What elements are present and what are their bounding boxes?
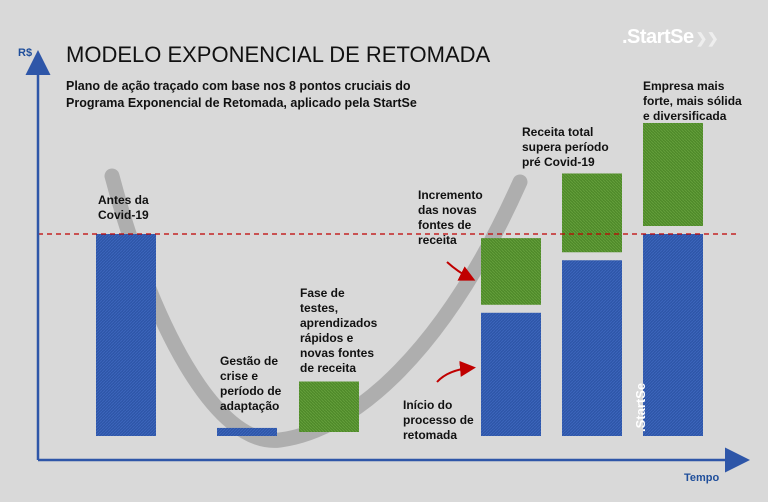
bars-group bbox=[96, 122, 703, 436]
bar-blue-1 bbox=[96, 234, 156, 436]
chevron-right-icon: ❯❯ bbox=[695, 30, 719, 46]
chart-subtitle: Plano de ação traçado com base nos 8 pon… bbox=[66, 79, 417, 110]
startse-logo-vertical: .StartSe bbox=[633, 382, 648, 432]
annotation-surpass: Receita total supera período pré Covid-1… bbox=[522, 125, 609, 169]
bar-blue-6 bbox=[643, 234, 703, 436]
annotation-stronger: Empresa mais forte, mais sólida e divers… bbox=[643, 79, 742, 123]
bar-green-3 bbox=[299, 381, 359, 432]
bar-green-5 bbox=[562, 173, 622, 253]
logo-text: .StartSe bbox=[622, 26, 694, 48]
annotation-testing: Fase de testes, aprendizados rápidos e n… bbox=[300, 286, 378, 375]
bar-blue-2 bbox=[217, 427, 277, 436]
bar-green-4 bbox=[481, 238, 541, 305]
y-axis-label: R$ bbox=[18, 47, 33, 59]
annotation-crisis: Gestão de crise e período de adaptação bbox=[220, 354, 282, 413]
annotation-arrow-increment bbox=[446, 261, 476, 281]
bar-blue-4 bbox=[481, 312, 541, 436]
annotation-restart: Início do processo de retomada bbox=[403, 398, 474, 442]
bar-blue-5 bbox=[562, 260, 622, 436]
annotation-arrow-restart bbox=[436, 360, 476, 383]
chart-title: MODELO EXPONENCIAL DE RETOMADA bbox=[66, 42, 491, 67]
annotation-increment: Incremento das novas fontes de receita bbox=[418, 188, 483, 247]
annotation-before-covid: Antes da Covid-19 bbox=[98, 193, 149, 222]
startse-logo: .StartSe ❯❯ bbox=[622, 26, 719, 49]
bar-green-6 bbox=[643, 122, 703, 226]
trend-curve bbox=[104, 168, 528, 448]
x-axis-label: Tempo bbox=[684, 472, 720, 484]
